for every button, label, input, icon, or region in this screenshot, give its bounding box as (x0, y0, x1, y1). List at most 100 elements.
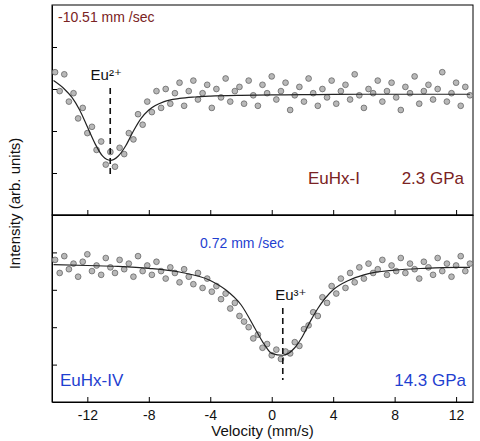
x-axis-line (53, 402, 474, 403)
x-tick (87, 210, 88, 215)
data-point (379, 99, 385, 105)
y-tick-mark (52, 89, 57, 90)
data-point (75, 116, 81, 122)
data-point (366, 261, 372, 267)
data-point (144, 99, 150, 105)
data-point (177, 279, 183, 285)
data-point (149, 272, 155, 278)
data-point (343, 82, 349, 88)
x-tick (210, 210, 211, 215)
data-point (352, 71, 358, 77)
data-point (57, 88, 63, 94)
data-point (333, 291, 339, 297)
marks (52, 69, 473, 169)
data-point (204, 82, 210, 88)
x-tick-mark (456, 210, 457, 215)
data-point (66, 266, 72, 272)
data-point (320, 86, 326, 92)
data-point (149, 109, 155, 115)
data-point (343, 285, 349, 291)
data-point (375, 78, 381, 84)
data-point (200, 285, 206, 291)
x-axis: -12-8-404812 (53, 397, 474, 423)
data-point (232, 300, 238, 306)
data-point (140, 268, 146, 274)
data-point (227, 99, 233, 105)
data-point (356, 92, 362, 98)
data-point (393, 95, 399, 101)
data-point (407, 261, 413, 267)
marks (52, 251, 473, 361)
data-point (218, 296, 224, 302)
data-point (370, 90, 376, 96)
data-point (361, 105, 367, 111)
data-point (403, 270, 409, 276)
data-point (181, 103, 187, 109)
data-point (260, 82, 266, 88)
data-point (421, 259, 427, 265)
y-tick (52, 365, 57, 366)
data-point (61, 253, 67, 259)
data-point (403, 84, 409, 90)
data-point (398, 107, 404, 113)
data-point (449, 90, 455, 96)
y-tick-mark (52, 365, 57, 366)
y-tick-mark (52, 173, 57, 174)
x-tick-label: 8 (391, 407, 399, 423)
x-tick-mark (149, 210, 150, 215)
data-point (435, 86, 441, 92)
data-point (172, 90, 178, 96)
data-point (439, 268, 445, 274)
y-tick (52, 131, 57, 132)
y-tick (52, 173, 57, 174)
data-point (163, 276, 169, 282)
data-point (186, 88, 192, 94)
plot-frame (52, 5, 473, 215)
fit-line (54, 265, 470, 356)
y-axis (52, 216, 57, 403)
x-tick: -12 (78, 397, 98, 423)
x-tick-label: 0 (268, 407, 276, 423)
data-point (384, 272, 390, 278)
x-tick-mark (395, 210, 396, 215)
data-point (416, 101, 422, 107)
data-point (407, 90, 413, 96)
data-point (467, 92, 473, 98)
x-tick (456, 210, 457, 215)
annotation: EuHx-I (308, 169, 360, 188)
data-point (223, 76, 229, 82)
data-point (98, 272, 104, 278)
data-point (301, 99, 307, 105)
data-point (347, 270, 353, 276)
y-tick (52, 89, 57, 90)
x-tick-mark (87, 210, 88, 215)
data-point (255, 103, 261, 109)
data-point (426, 82, 432, 88)
x-tick (333, 210, 334, 215)
data-point (389, 80, 395, 86)
annotation: Eu³⁺ (275, 286, 306, 303)
data-point (467, 261, 473, 267)
data-point (398, 255, 404, 261)
data-point (103, 255, 109, 261)
data-point (209, 105, 215, 111)
data-point (167, 101, 173, 107)
data-point (89, 268, 95, 274)
data-point (209, 289, 215, 295)
data-point (269, 74, 275, 80)
x-tick: -8 (143, 397, 156, 423)
data-point (163, 86, 169, 92)
data-point (462, 84, 468, 90)
data-point (71, 90, 77, 96)
y-tick (52, 252, 57, 253)
annotation: Eu²⁺ (91, 66, 122, 83)
x-tick-mark (456, 397, 457, 402)
x-tick-mark (333, 210, 334, 215)
data-point (421, 88, 427, 94)
x-tick (272, 210, 273, 215)
data-point (214, 86, 220, 92)
data-point (273, 97, 279, 103)
x-tick (149, 210, 150, 215)
data-point (462, 268, 468, 274)
y-axis-line (52, 6, 53, 216)
